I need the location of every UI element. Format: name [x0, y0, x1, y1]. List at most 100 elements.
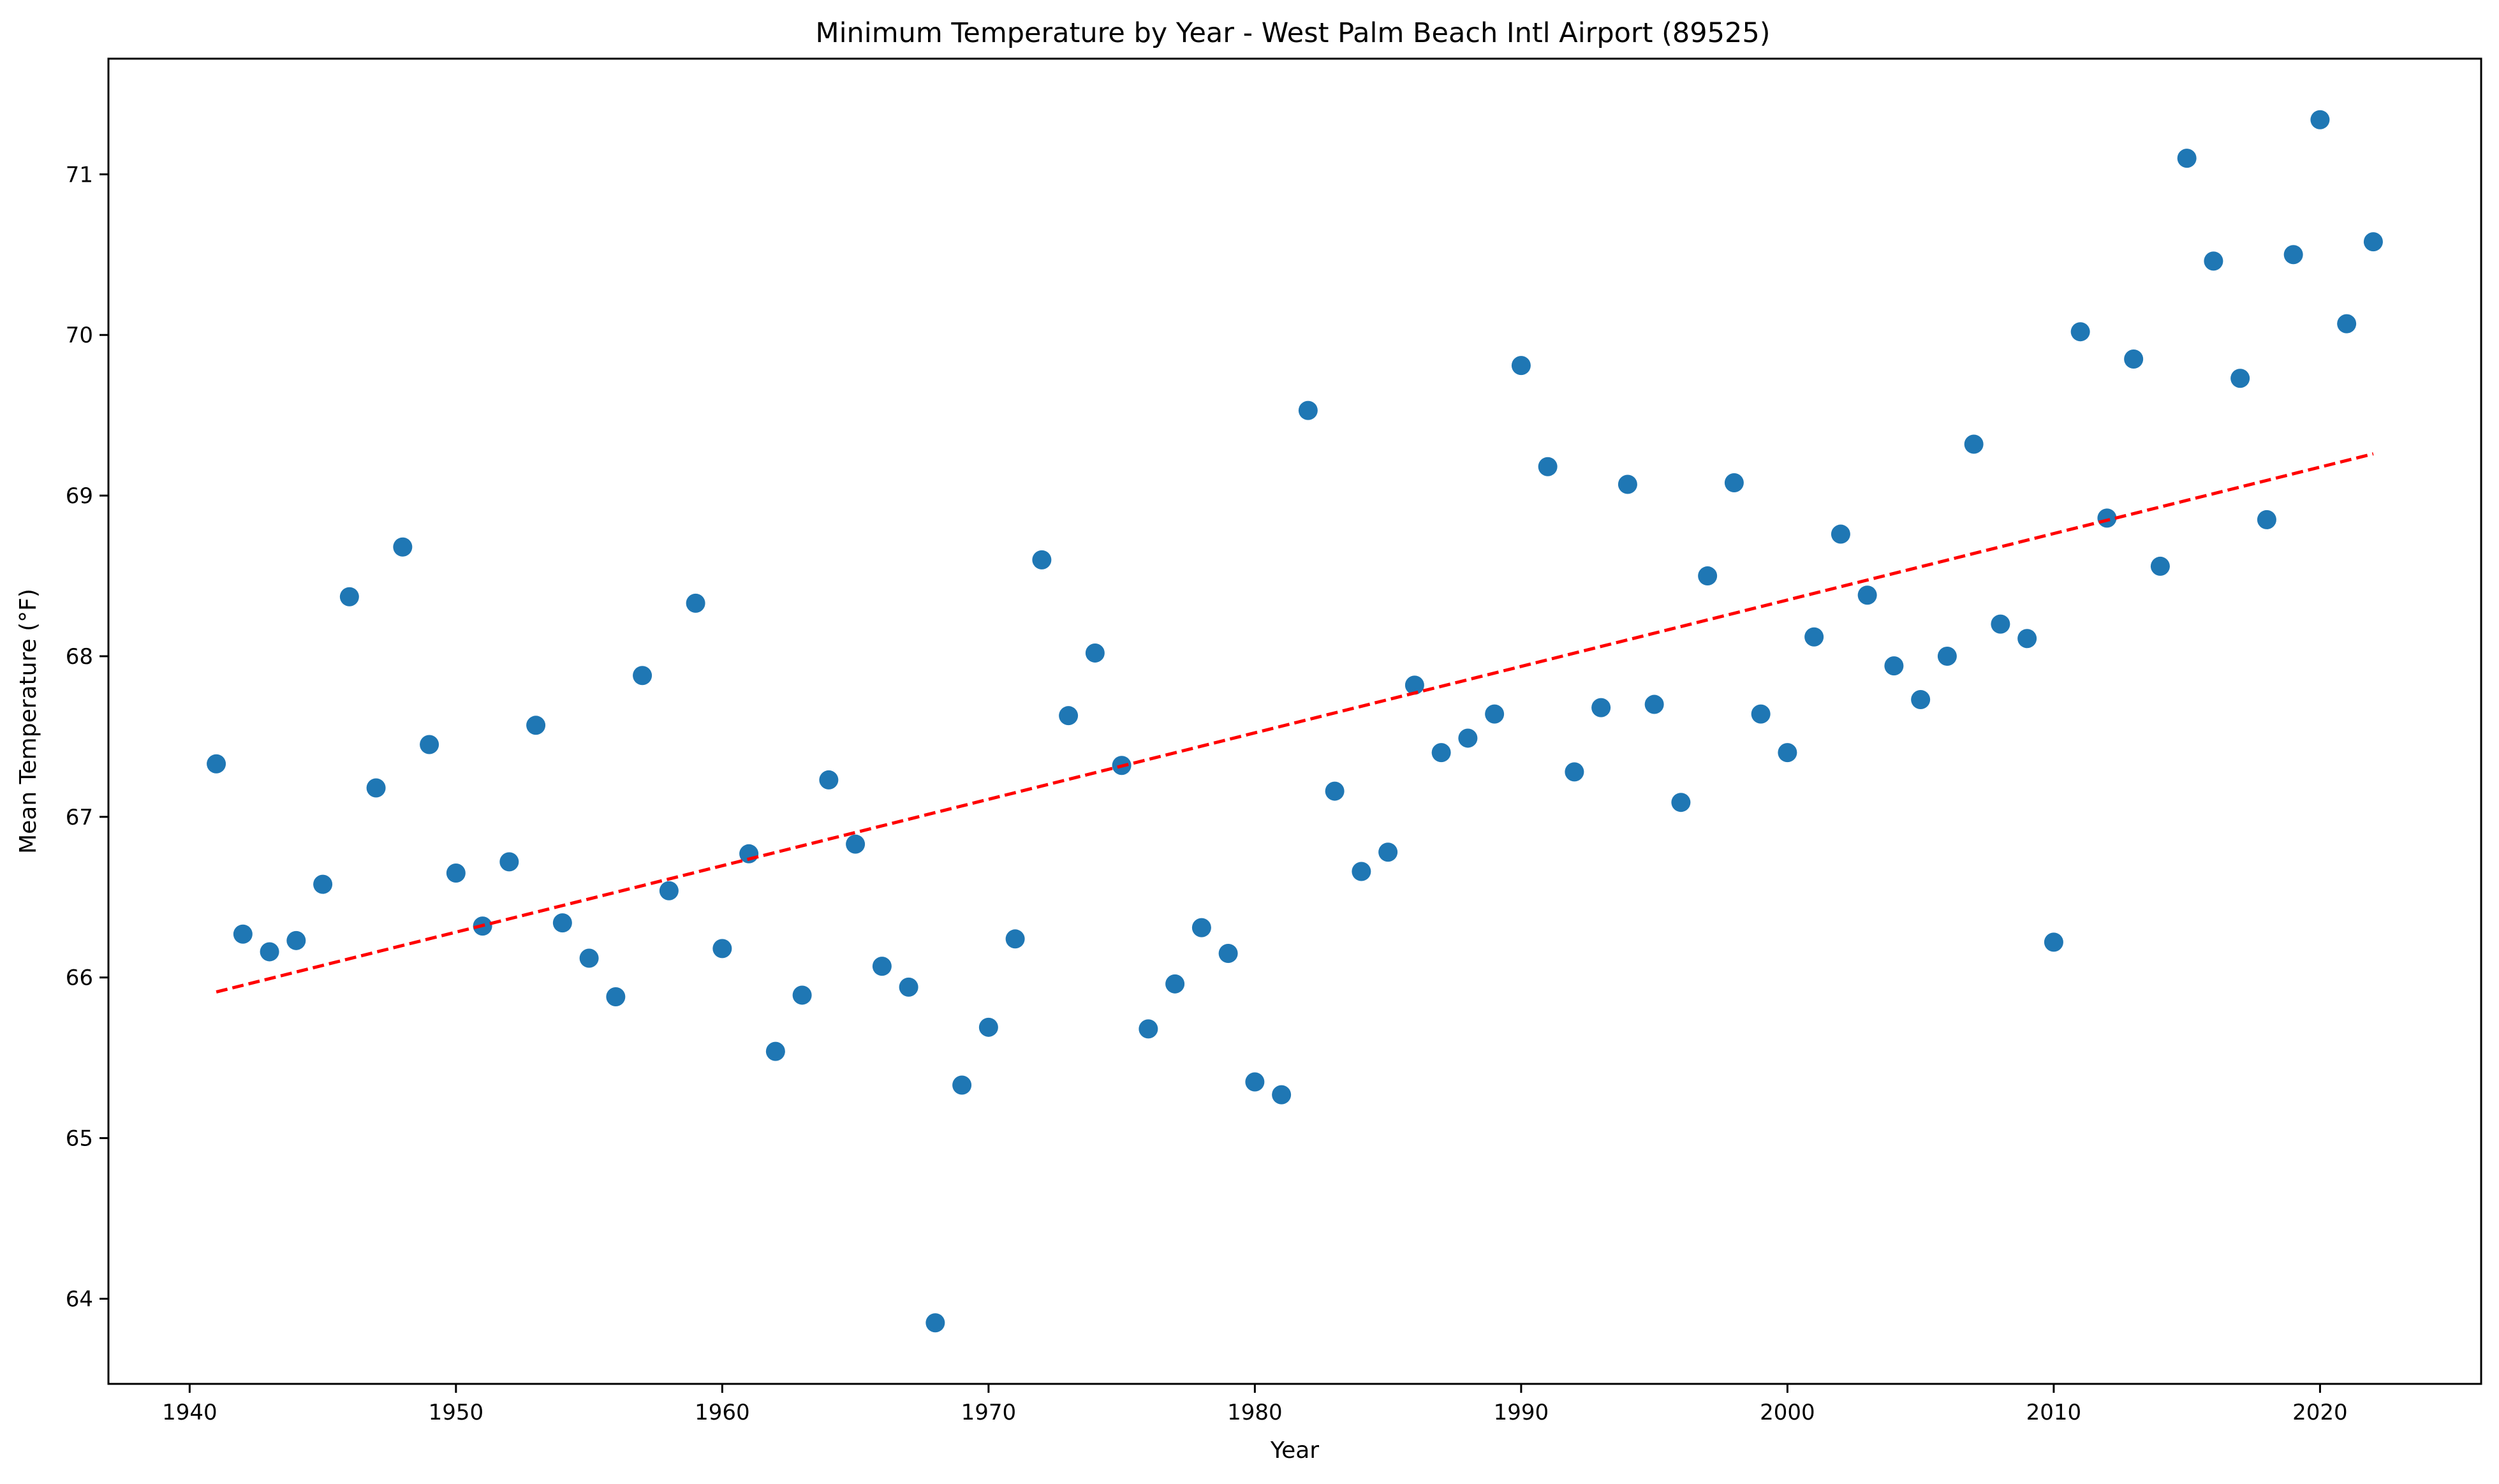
- data-point: [899, 977, 918, 997]
- data-point: [366, 778, 386, 798]
- data-point: [765, 1041, 785, 1061]
- data-point: [686, 593, 705, 613]
- data-point: [1538, 457, 1558, 476]
- data-point: [1245, 1072, 1265, 1092]
- data-point: [1431, 743, 1451, 763]
- data-point: [286, 930, 306, 950]
- data-point: [1032, 550, 1052, 569]
- data-point: [552, 913, 572, 933]
- data-point: [1671, 793, 1691, 812]
- x-axis-ticks: 1940 1950 1960 1970 1980 1990 2000 2010 2020: [162, 1384, 2348, 1425]
- data-point: [606, 987, 626, 1006]
- data-point: [2257, 510, 2276, 529]
- data-point: [1165, 974, 1185, 994]
- data-point: [1325, 781, 1345, 801]
- x-tick-label: 1980: [1227, 1400, 1283, 1425]
- x-tick-label: 1970: [961, 1400, 1017, 1425]
- data-point: [1644, 694, 1664, 714]
- data-point: [2124, 349, 2144, 369]
- data-point: [1485, 704, 1505, 724]
- data-point: [2150, 556, 2170, 576]
- data-point: [2177, 149, 2197, 168]
- data-point: [659, 881, 679, 900]
- data-point: [846, 834, 866, 854]
- x-tick-label: 1960: [695, 1400, 750, 1425]
- y-tick-label: 66: [66, 966, 93, 991]
- data-point: [1272, 1085, 1292, 1105]
- y-tick-label: 68: [66, 644, 93, 670]
- y-tick-label: 70: [66, 323, 93, 348]
- data-point: [1884, 656, 1904, 676]
- data-point: [2283, 245, 2303, 265]
- data-point: [1911, 689, 1931, 709]
- data-point: [260, 942, 279, 962]
- data-point: [1404, 675, 1424, 695]
- x-tick-label: 2010: [2026, 1400, 2082, 1425]
- data-point: [313, 874, 333, 894]
- data-point: [1591, 698, 1611, 717]
- data-point: [1298, 400, 1318, 420]
- data-point: [1698, 566, 1718, 586]
- data-point: [792, 985, 812, 1005]
- chart-title: Minimum Temperature by Year - West Palm …: [815, 17, 1770, 49]
- data-point: [1831, 524, 1850, 544]
- data-point: [633, 666, 652, 686]
- data-point: [2017, 629, 2037, 649]
- data-point: [1139, 1019, 1158, 1039]
- data-point: [339, 587, 359, 606]
- x-tick-label: 2020: [2292, 1400, 2348, 1425]
- y-axis-ticks: 64 65 66 67 68 69 70 71: [66, 162, 108, 1312]
- x-tick-label: 1990: [1494, 1400, 1549, 1425]
- data-point: [2044, 932, 2063, 952]
- data-point: [2310, 110, 2330, 129]
- data-point: [1511, 356, 1531, 376]
- data-point: [1724, 473, 1744, 492]
- data-point: [446, 863, 466, 883]
- data-point: [2337, 314, 2357, 334]
- data-point: [925, 1313, 945, 1333]
- data-point: [420, 735, 439, 754]
- x-tick-label: 1950: [429, 1400, 484, 1425]
- data-point: [952, 1075, 972, 1095]
- data-point: [1618, 474, 1637, 494]
- data-point: [1778, 743, 1797, 763]
- data-point: [2097, 508, 2117, 528]
- y-tick-label: 67: [66, 805, 93, 830]
- y-axis-label: Mean Temperature (°F): [15, 589, 41, 854]
- data-point: [1218, 943, 1238, 963]
- data-point: [526, 716, 546, 735]
- data-point: [1378, 842, 1398, 862]
- data-point: [2230, 369, 2250, 388]
- plot-area: [207, 110, 2383, 1333]
- data-point: [2204, 251, 2223, 271]
- y-tick-label: 71: [66, 162, 93, 187]
- data-point: [1937, 646, 1957, 666]
- data-point: [1005, 929, 1025, 949]
- data-point: [1751, 704, 1771, 724]
- data-point: [1458, 728, 1478, 748]
- data-point: [978, 1017, 998, 1037]
- x-axis-label: Year: [1270, 1437, 1319, 1464]
- y-tick-label: 65: [66, 1126, 93, 1152]
- data-point: [233, 924, 253, 944]
- data-point: [872, 957, 892, 976]
- data-point: [499, 852, 519, 872]
- data-point: [1059, 706, 1079, 726]
- data-point: [1857, 585, 1877, 605]
- data-point: [207, 754, 226, 774]
- plot-frame: [107, 57, 2482, 1385]
- data-point: [1964, 434, 1984, 454]
- data-point: [579, 948, 599, 968]
- data-point: [712, 939, 732, 959]
- trend-line: [216, 452, 2374, 994]
- data-point: [1191, 918, 1211, 937]
- y-tick-label: 69: [66, 483, 93, 509]
- data-point: [2363, 232, 2383, 252]
- y-tick-label: 64: [66, 1287, 93, 1312]
- x-tick-label: 1940: [162, 1400, 217, 1425]
- data-point: [1085, 643, 1105, 663]
- data-point: [1352, 862, 1371, 881]
- x-tick-label: 2000: [1760, 1400, 1815, 1425]
